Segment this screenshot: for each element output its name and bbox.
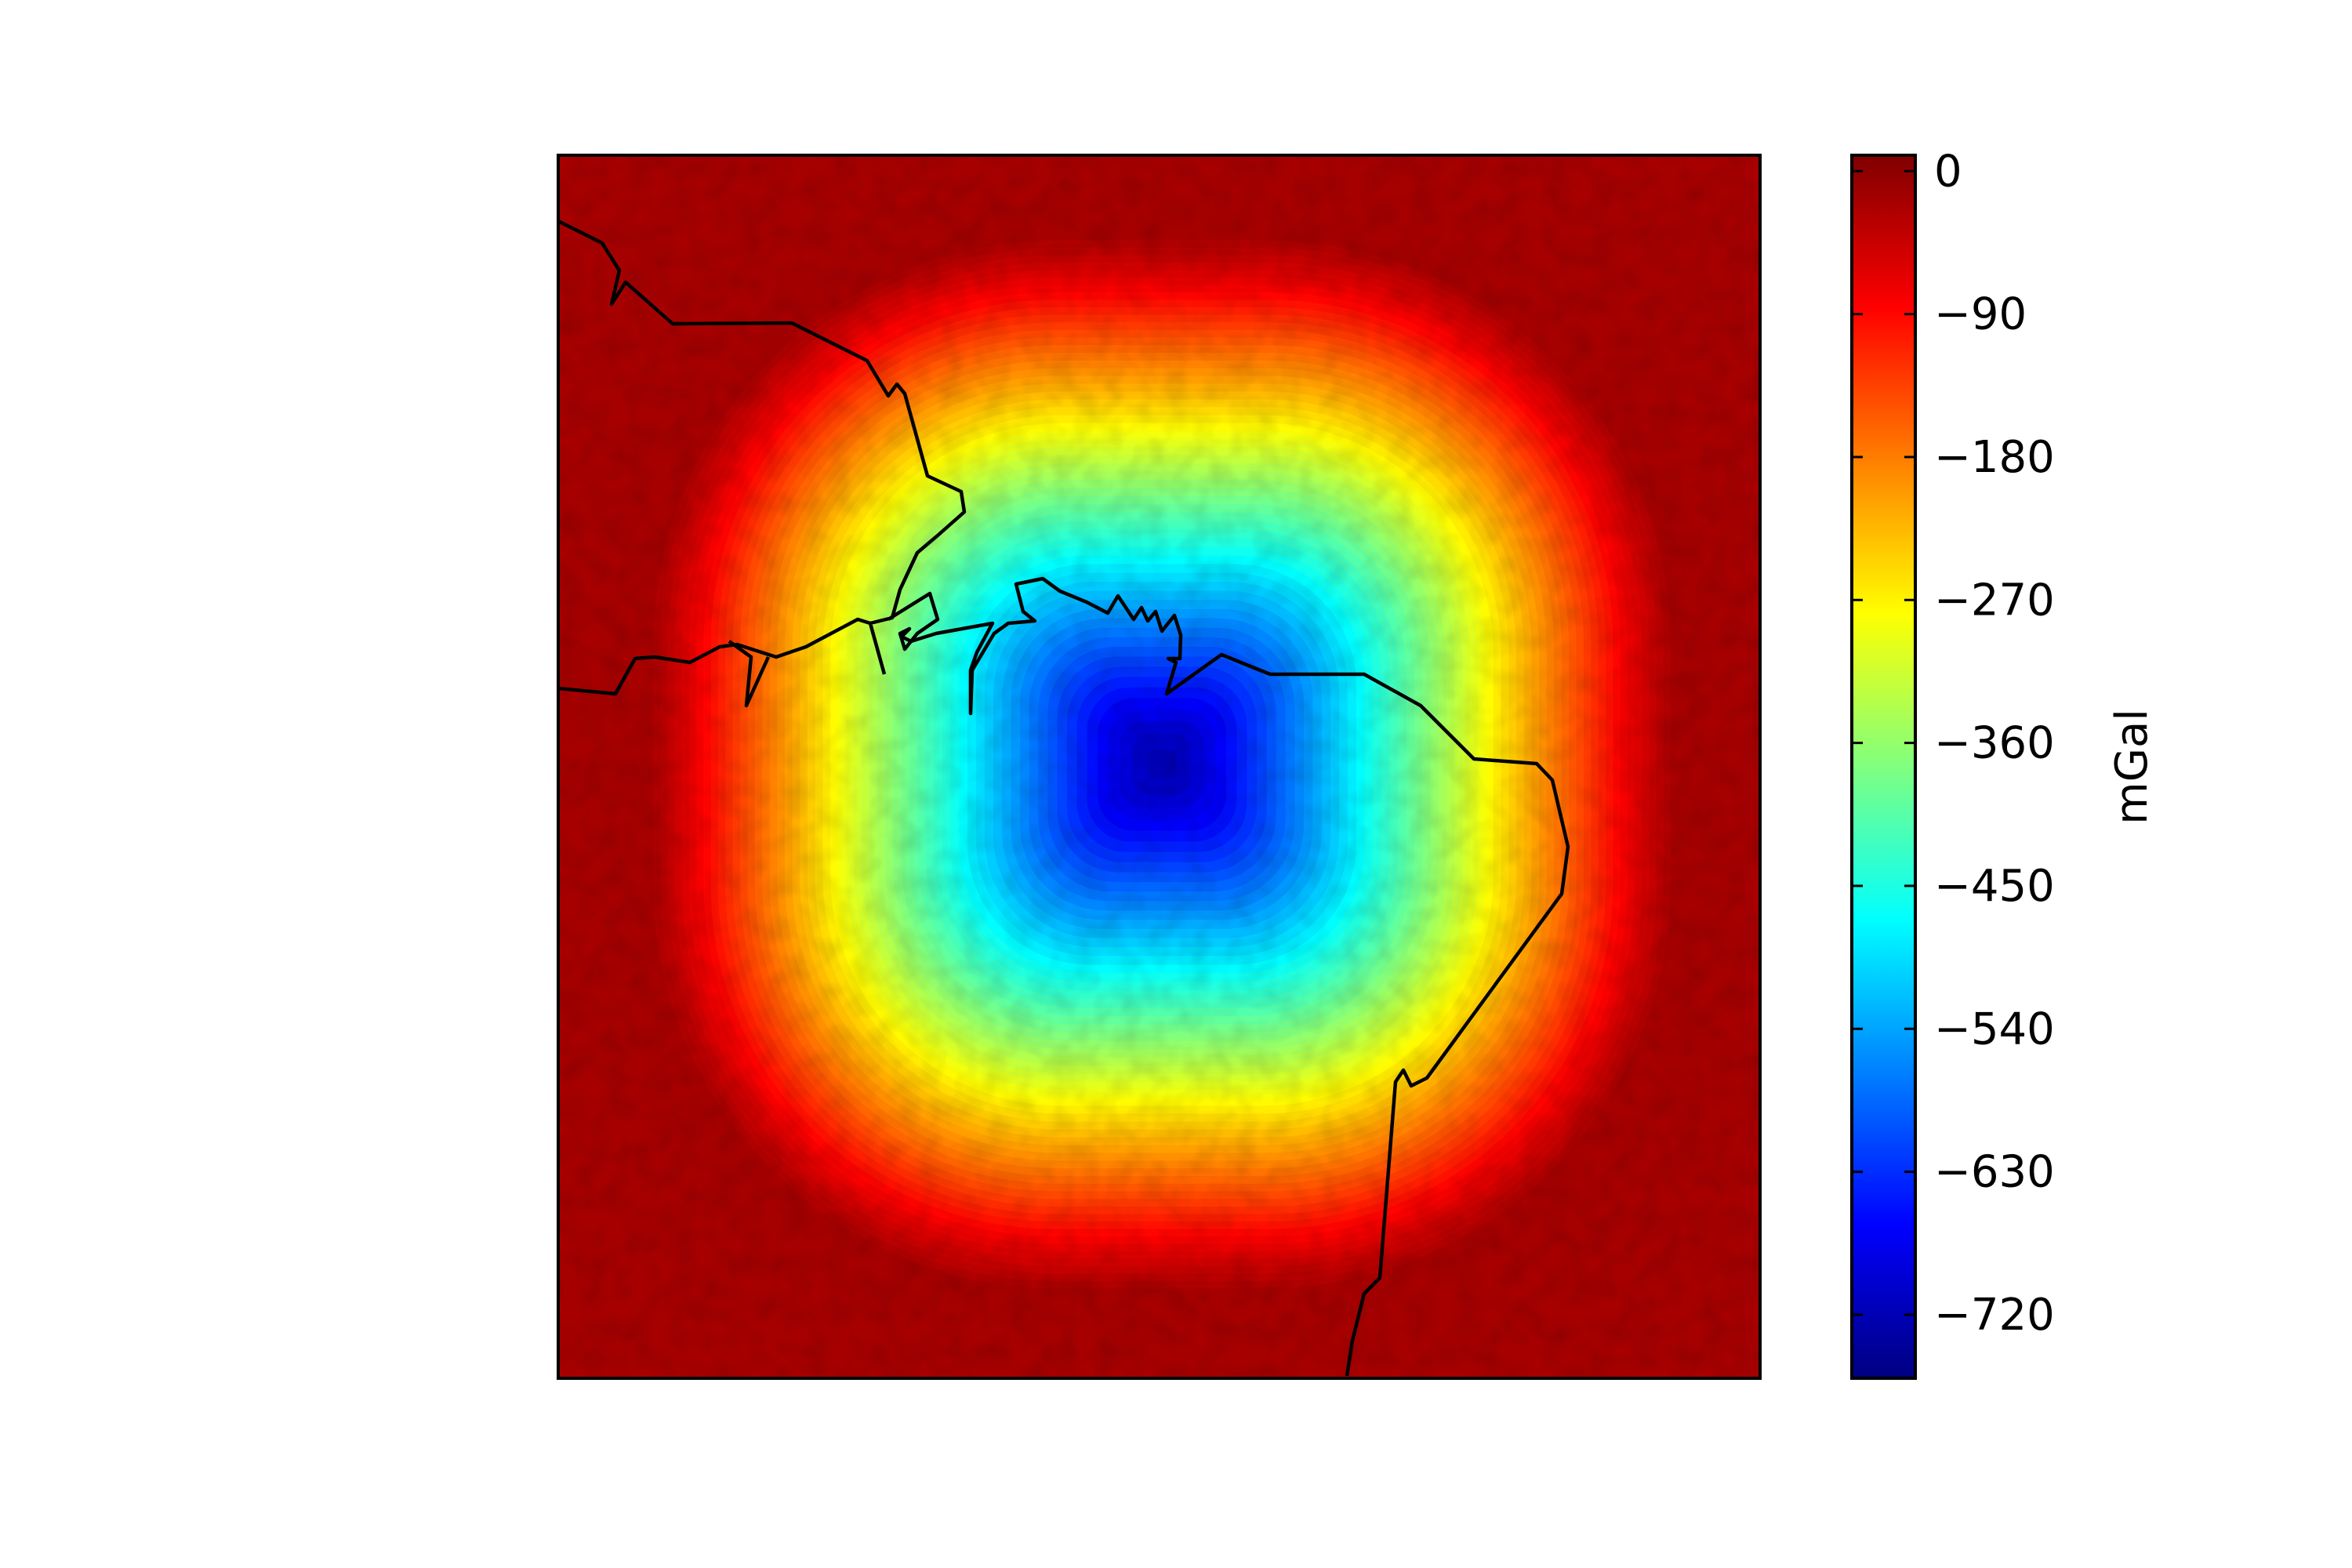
map-panel	[557, 154, 1762, 1380]
colorbar: 0 −90 −180 −270 −360 −450 −540 −630 −720 mGal	[1850, 146, 2158, 1380]
colorbar-tick-label: −180	[1934, 432, 2055, 483]
colorbar-tick-label: −720	[1934, 1290, 2055, 1341]
heatmap-texture	[558, 155, 1760, 1378]
colorbar-tick-label: −360	[1934, 718, 2055, 769]
coastline-north	[558, 219, 1570, 1377]
map-frame	[557, 154, 1762, 1380]
colorbar-tick-label: −270	[1934, 575, 2055, 626]
colorbar-label: mGal	[2107, 709, 2158, 825]
colorbar-tick-label: −90	[1934, 289, 2027, 340]
colorbar-tick-label: −540	[1934, 1004, 2055, 1054]
colorbar-tick-label: −450	[1934, 861, 2055, 912]
colorbar-tick-label: 0	[1934, 146, 1962, 197]
colorbar-tick-label: −630	[1934, 1147, 2055, 1198]
coastline	[558, 219, 1570, 1377]
colorbar-strip	[1850, 154, 1917, 1380]
colorbar-ticks: 0 −90 −180 −270 −360 −450 −540 −630 −720	[1852, 146, 2055, 1341]
